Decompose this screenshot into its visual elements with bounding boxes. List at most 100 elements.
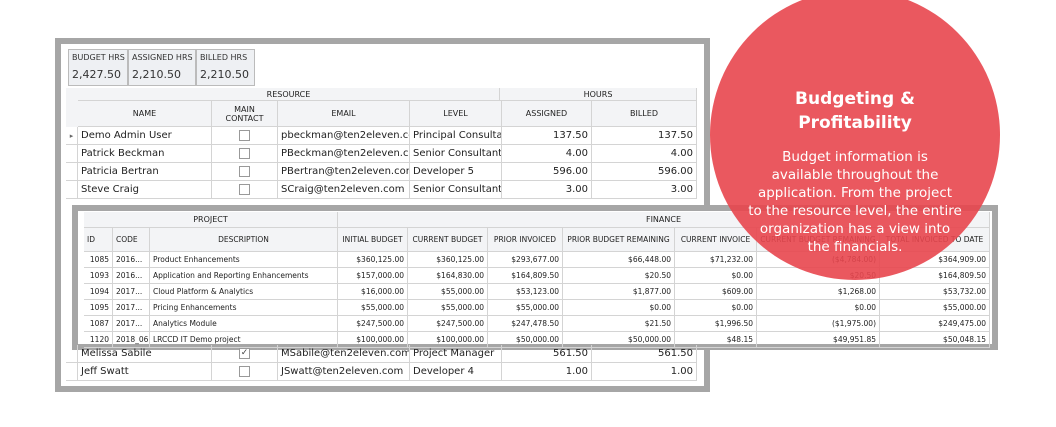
cell: 2016... — [113, 268, 150, 284]
cell: 1085 — [84, 252, 113, 268]
cell: 1087 — [84, 316, 113, 332]
cell — [212, 163, 278, 181]
checkbox[interactable] — [239, 148, 250, 159]
callout-title: Budgeting & — [795, 89, 915, 109]
cell: $50,000.00 — [488, 332, 563, 348]
cell: 4.00 — [502, 145, 592, 163]
checkbox[interactable]: ✓ — [239, 348, 250, 359]
cell: 3.00 — [592, 181, 697, 199]
cell: $100,000.00 — [408, 332, 488, 348]
cell: $293,677.00 — [488, 252, 563, 268]
cell: $164,809.50 — [880, 268, 990, 284]
cell: SCraig@ten2eleven.com — [278, 181, 410, 199]
cell: Application and Reporting Enhancements — [150, 268, 338, 284]
row-indicator: ▸ — [66, 127, 78, 145]
cell: 2017... — [113, 300, 150, 316]
group-header: HOURS — [500, 88, 697, 101]
cell: Senior Consultant — [410, 181, 502, 199]
callout-text: to the resource level, the entire — [748, 203, 962, 219]
row-indicator — [66, 163, 78, 181]
cell: Senior Consultant — [410, 145, 502, 163]
cell: $50,048.15 — [880, 332, 990, 348]
cell: $157,000.00 — [338, 268, 408, 284]
cell: LRCCD IT Demo project — [150, 332, 338, 348]
summary-box — [128, 49, 196, 86]
cell: $48.15 — [675, 332, 757, 348]
cell: 137.50 — [502, 127, 592, 145]
checkbox[interactable] — [239, 184, 250, 195]
callout-text: organization has a view into — [759, 221, 951, 237]
checkbox[interactable] — [239, 166, 250, 177]
cell: $249,475.00 — [880, 316, 990, 332]
cell: Project Manager — [410, 345, 502, 363]
summary-label: ASSIGNED HRS — [132, 53, 193, 62]
callout-text: application. From the project — [757, 185, 953, 201]
row-indicator — [66, 363, 78, 381]
checkbox[interactable] — [239, 366, 250, 377]
cell: Principal Consultant — [410, 127, 502, 145]
cell: Jeff Swatt — [78, 363, 212, 381]
cell: 596.00 — [502, 163, 592, 181]
cell: Developer 4 — [410, 363, 502, 381]
cell: 1120 — [84, 332, 113, 348]
cell: 561.50 — [592, 345, 697, 363]
cell: $49,951.85 — [757, 332, 880, 348]
cell: 2016... — [113, 252, 150, 268]
summary-label: BILLED HRS — [200, 53, 248, 62]
group-header: FINANCE — [338, 212, 990, 228]
callout-circle — [710, 0, 1000, 280]
cell: ✓ — [212, 345, 278, 363]
column-header: NAME — [78, 101, 212, 127]
cell: Analytics Module — [150, 316, 338, 332]
summary-label: BUDGET HRS — [72, 53, 125, 62]
cell: 137.50 — [592, 127, 697, 145]
cell: $0.00 — [757, 300, 880, 316]
cell: Product Enhancements — [150, 252, 338, 268]
cell: $164,830.00 — [408, 268, 488, 284]
summary-box — [68, 49, 128, 86]
checkbox[interactable] — [239, 130, 250, 141]
cell: 3.00 — [502, 181, 592, 199]
column-header: PRIOR BUDGET REMAINING — [563, 228, 675, 252]
cell: ($1,975.00) — [757, 316, 880, 332]
cell: 1093 — [84, 268, 113, 284]
cell: $21.50 — [563, 316, 675, 332]
cell: $360,125.00 — [408, 252, 488, 268]
cell: $0.00 — [675, 268, 757, 284]
row-indicator — [66, 345, 78, 363]
row-indicator — [66, 145, 78, 163]
cell: 2017... — [113, 316, 150, 332]
cell: $55,000.00 — [408, 284, 488, 300]
cell: $20.50 — [563, 268, 675, 284]
cell: JSwatt@ten2eleven.com — [278, 363, 410, 381]
cell: $360,125.00 — [338, 252, 408, 268]
cell: $247,500.00 — [338, 316, 408, 332]
cell: $1,996.50 — [675, 316, 757, 332]
column-header: PRIOR INVOICED — [488, 228, 563, 252]
cell: 2018_06 — [113, 332, 150, 348]
column-header: ASSIGNED — [502, 101, 592, 127]
cell: PBertran@ten2eleven.com — [278, 163, 410, 181]
cell: 596.00 — [592, 163, 697, 181]
cell: 2017... — [113, 284, 150, 300]
cell: $364,909.00 — [880, 252, 990, 268]
cell: 561.50 — [502, 345, 592, 363]
cell: $247,478.50 — [488, 316, 563, 332]
cell: Demo Admin User — [78, 127, 212, 145]
column-header: DESCRIPTION — [150, 228, 338, 252]
column-header: ID — [84, 228, 113, 252]
cell: $53,732.00 — [880, 284, 990, 300]
cell: Melissa Sabile — [78, 345, 212, 363]
cell: Steve Craig — [78, 181, 212, 199]
cell — [212, 145, 278, 163]
cell: $55,000.00 — [408, 300, 488, 316]
cell: $55,000.00 — [880, 300, 990, 316]
cell: 1095 — [84, 300, 113, 316]
cell: $0.00 — [675, 300, 757, 316]
summary-box — [196, 49, 255, 86]
cell: $50,000.00 — [563, 332, 675, 348]
column-header: INITIAL BUDGET — [338, 228, 408, 252]
cell: $247,500.00 — [408, 316, 488, 332]
cell: 4.00 — [592, 145, 697, 163]
summary-value: 2,427.50 — [72, 68, 121, 81]
